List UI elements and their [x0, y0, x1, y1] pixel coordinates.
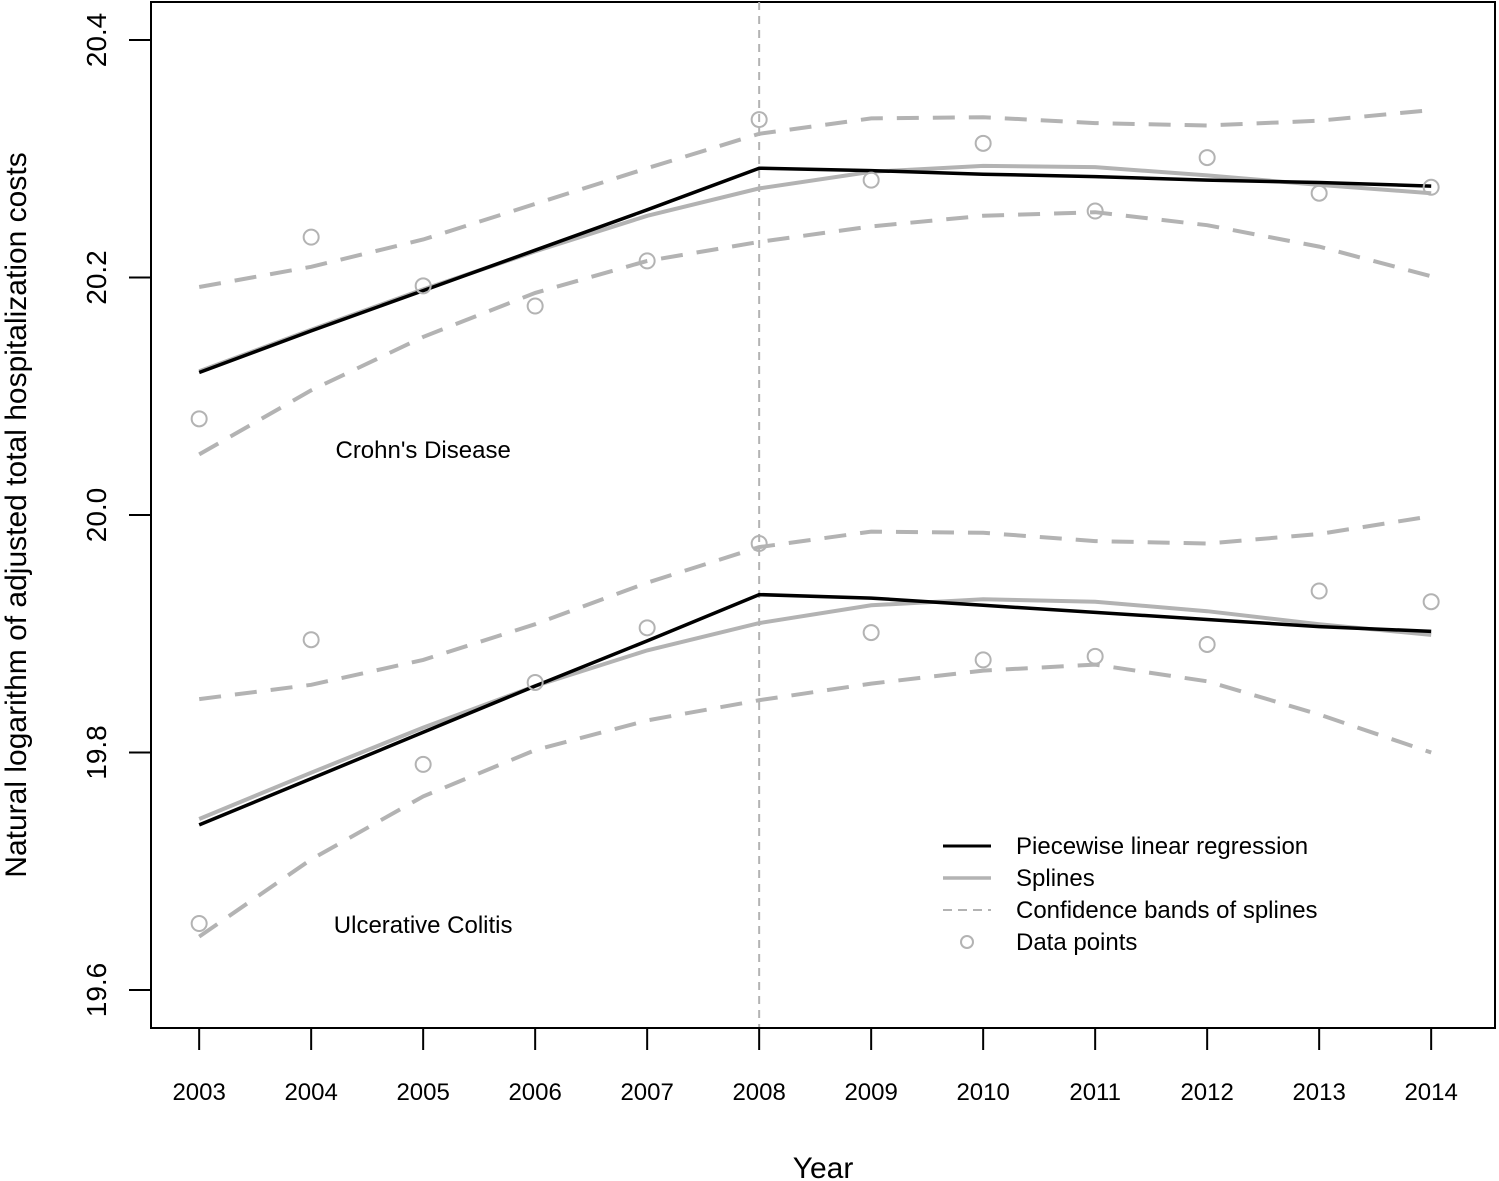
splines-layer [198, 163, 1432, 821]
crohns-data-point [1310, 184, 1328, 202]
crohns-data-point [1086, 202, 1104, 220]
crohns-data-point [638, 252, 656, 270]
ulcerative-colitis-band-lower [198, 662, 1432, 939]
x-tick-label: 2003 [172, 1079, 225, 1106]
ulcerative-colitis-spline-line [198, 597, 1432, 821]
ulcerative-colitis-data-point [414, 755, 432, 773]
ulcerative-colitis-data-point [1086, 647, 1104, 665]
x-tick-label: 2013 [1292, 1079, 1345, 1106]
y-tick-label: 20.4 [81, 13, 112, 68]
ulcerative-colitis-data-point [750, 535, 768, 552]
x-tick-label: 2014 [1404, 1079, 1457, 1106]
ulcerative-colitis-data-point [190, 915, 208, 932]
x-tick-label: 2008 [732, 1079, 785, 1106]
y-axis: 19.6 19.8 20.0 20.2 20.4 [81, 13, 152, 1018]
y-tick-label: 19.8 [81, 725, 112, 780]
x-tick-label: 2007 [620, 1079, 673, 1106]
y-tick-label: 20.0 [81, 488, 112, 543]
group-labels: Crohn's Disease Ulcerative Colitis [334, 437, 513, 939]
x-tick-label: 2005 [396, 1079, 449, 1106]
ulcerative-colitis-band-upper [198, 514, 1432, 702]
ulcerative-colitis-data-point [862, 624, 880, 642]
legend-label: Confidence bands of splines [1016, 897, 1318, 924]
ulcerative-colitis-piecewise-line [198, 592, 1432, 827]
crohns-data-point [1422, 178, 1440, 196]
x-tick-label: 2010 [956, 1079, 1009, 1106]
plot-frame [150, 1, 1496, 1029]
y-tick-label: 19.6 [81, 963, 112, 1018]
crohns-data-point [974, 134, 992, 152]
ulcerative-colitis-data-point [1422, 593, 1440, 611]
ulcerative-colitis-data-point [526, 673, 544, 691]
crohns-spline-line [198, 163, 1432, 374]
legend: Piecewise linear regression Splines Confid… [943, 833, 1318, 956]
crohns-band-lower [198, 210, 1432, 457]
confidence-bands-layer [198, 108, 1432, 939]
y-axis-title: Natural logarithm of adjusted total hosp… [0, 152, 33, 877]
ulcerative-colitis-data-point [1310, 582, 1328, 600]
x-axis-title: Year [793, 1152, 854, 1181]
ulcerative-colitis-data-point [302, 631, 320, 649]
crohns-piecewise-line [198, 166, 1432, 375]
piecewise-regression-layer [198, 166, 1432, 827]
crohns-band-upper [198, 108, 1432, 289]
x-tick-label: 2009 [844, 1079, 897, 1106]
crohns-data-point [190, 410, 208, 428]
x-tick-label: 2004 [284, 1079, 337, 1106]
ulcerative-colitis-data-point [974, 651, 992, 669]
crohns-data-point [526, 297, 544, 315]
crohns-data-point [1198, 149, 1216, 167]
legend-label: Piecewise linear regression [1016, 833, 1308, 860]
x-axis: 2003 2004 2005 2006 2007 2008 2009 2010 2011 2012… [172, 1027, 1458, 1106]
ulcerative-colitis-group-label: Ulcerative Colitis [334, 912, 513, 939]
ulcerative-colitis-data-point [1198, 635, 1216, 653]
crohns-data-point [302, 228, 320, 246]
crohns-data-point [414, 277, 432, 295]
crohns-data-point [862, 171, 880, 189]
x-tick-label: 2012 [1180, 1079, 1233, 1106]
crohns-data-point [750, 111, 768, 129]
legend-swatch [960, 935, 974, 949]
legend-label: Data points [1016, 929, 1137, 956]
legend-label: Splines [1016, 865, 1095, 892]
x-tick-label: 2006 [508, 1079, 561, 1106]
x-tick-label: 2011 [1069, 1079, 1121, 1106]
ulcerative-colitis-data-point [638, 619, 656, 637]
y-tick-label: 20.2 [81, 250, 112, 305]
data-points-layer [190, 111, 1440, 932]
crohns-group-label: Crohn's Disease [335, 437, 510, 464]
